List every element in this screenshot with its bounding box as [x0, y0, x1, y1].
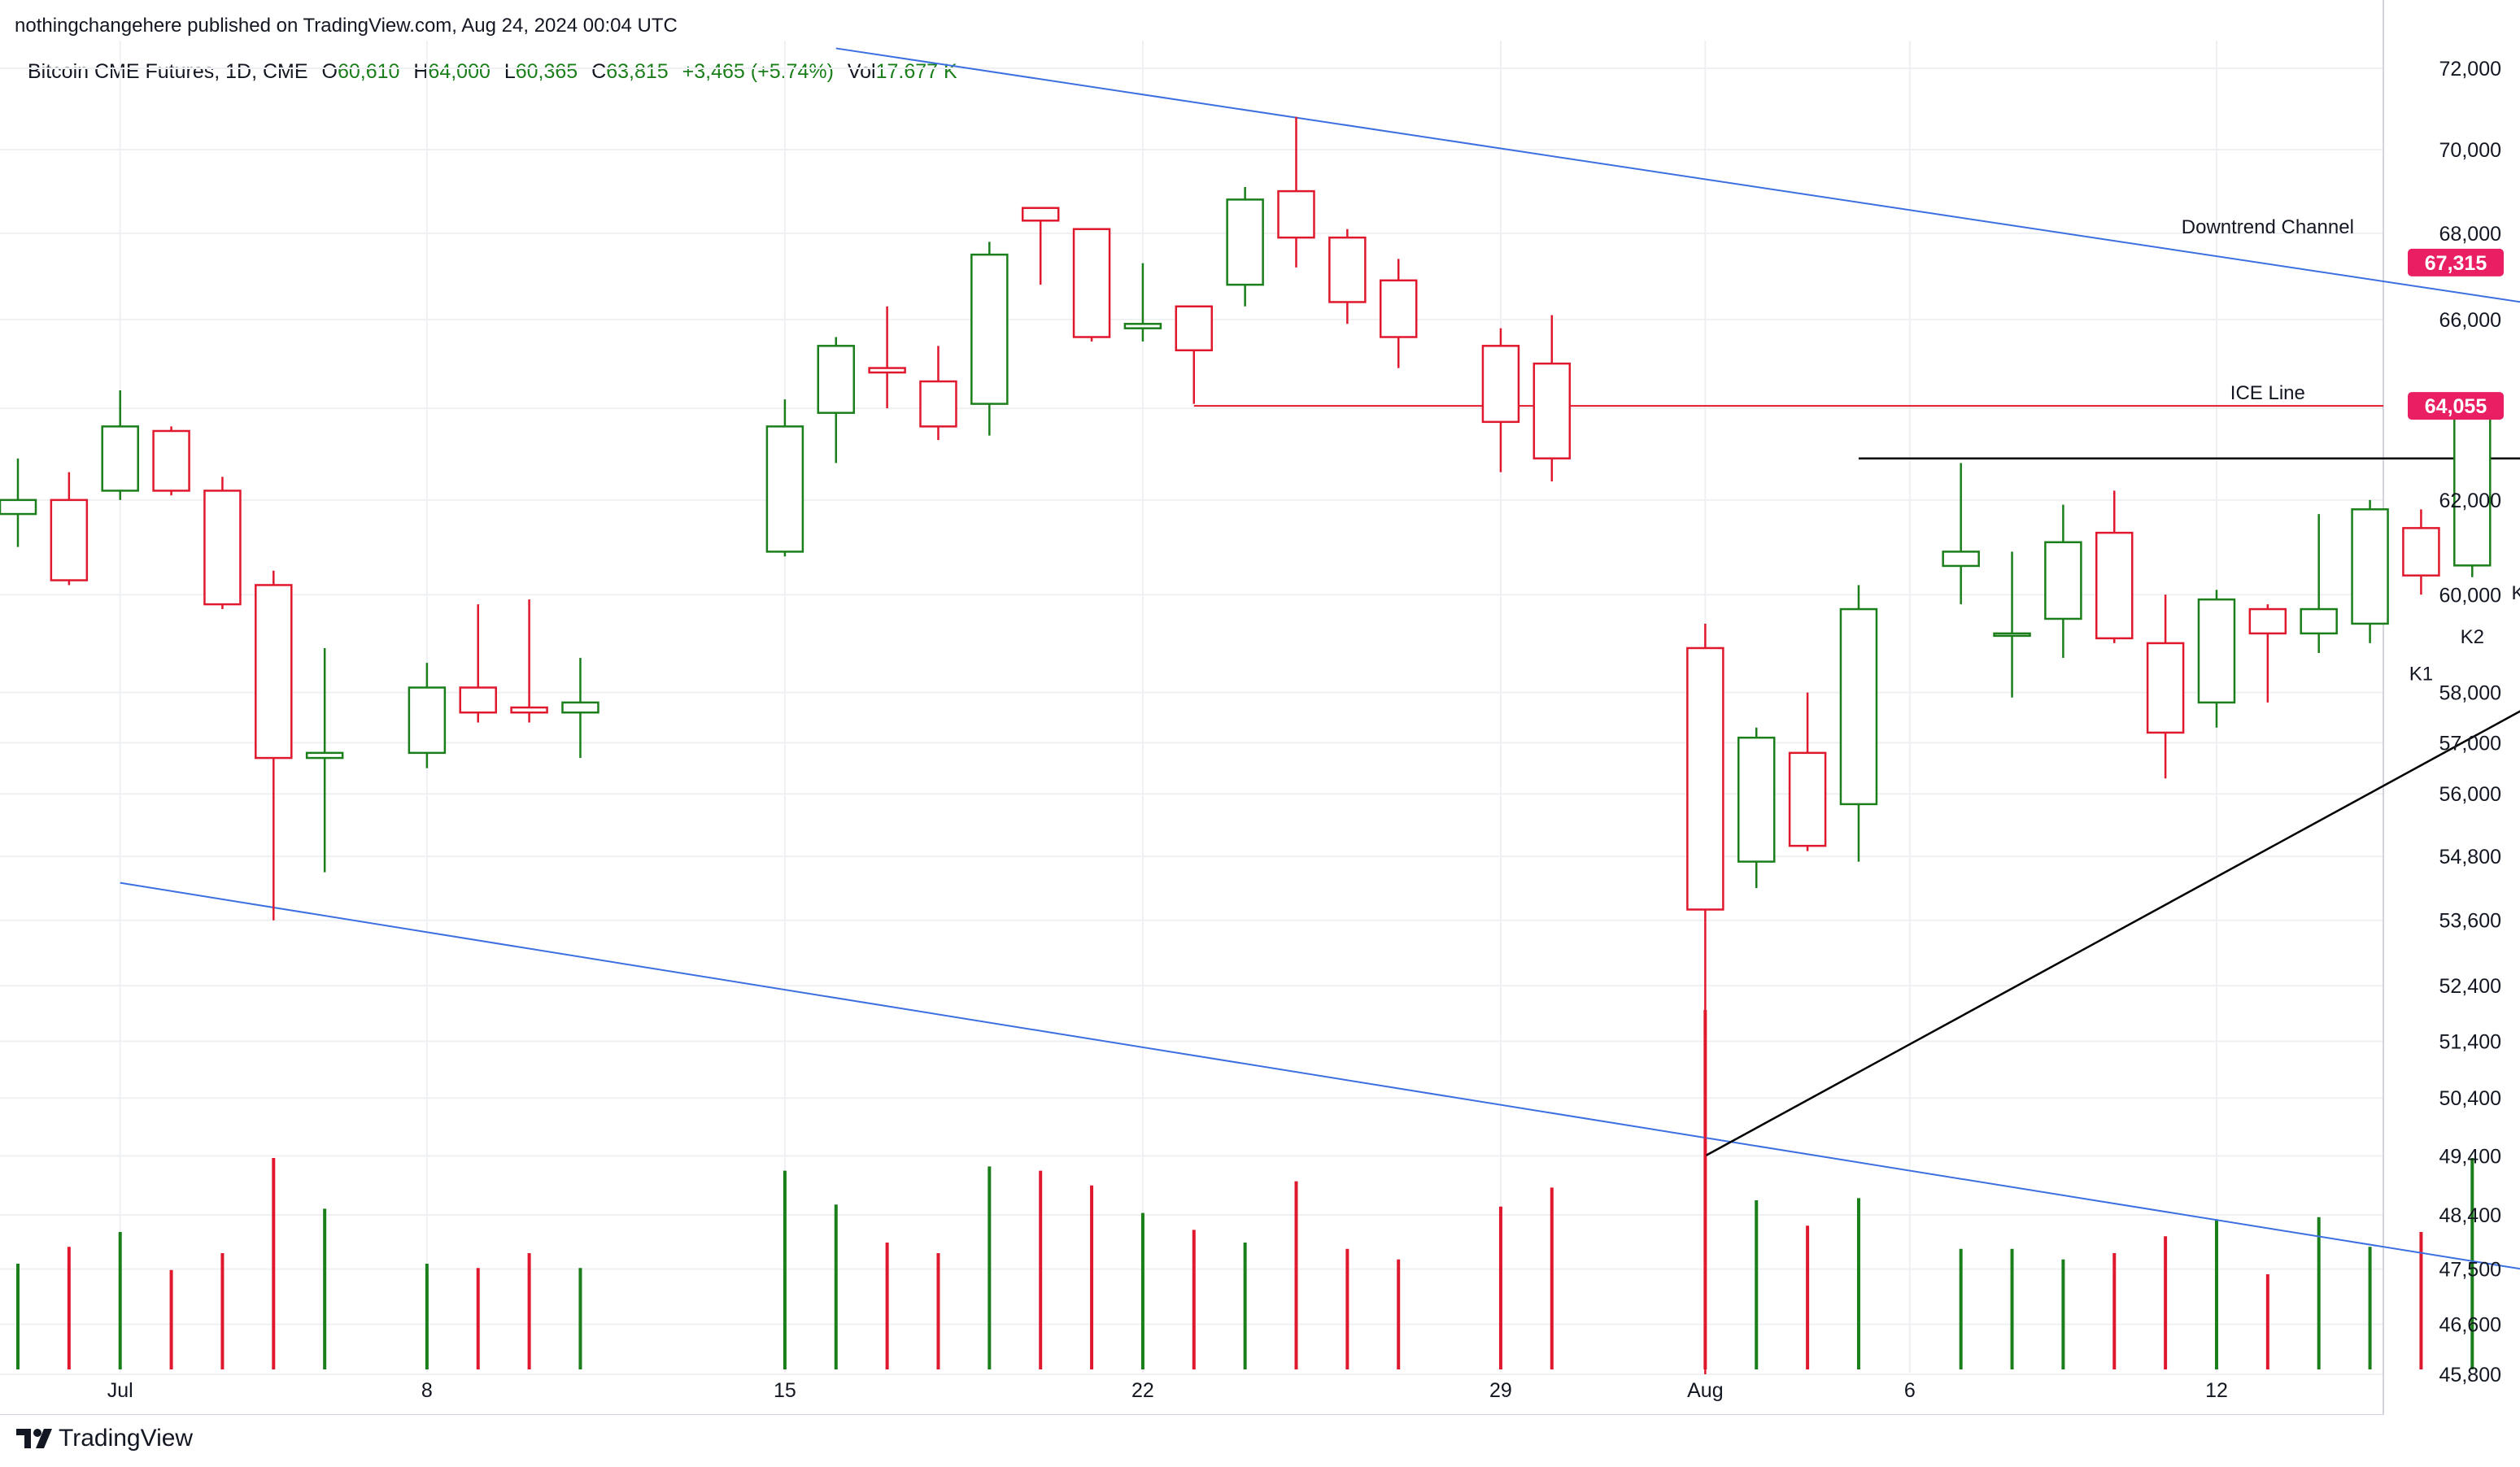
annotation-k2: K2: [2461, 626, 2484, 648]
x-tick-label: 8: [421, 1379, 433, 1402]
x-tick-label: 22: [1131, 1379, 1154, 1402]
candle-body: [2351, 508, 2389, 625]
candle-body: [1737, 736, 1776, 863]
tradingview-logo-icon: [16, 1429, 52, 1448]
price-tag-box: [2408, 392, 2504, 420]
close-label: C: [591, 60, 607, 83]
x-tick-label: 15: [774, 1379, 796, 1402]
x-tick-label: 12: [2205, 1379, 2228, 1402]
candle-body: [203, 490, 242, 606]
x-tick-label: 6: [1904, 1379, 1916, 1402]
candle-body: [970, 253, 1009, 405]
candle-body: [255, 584, 293, 760]
candle-body: [561, 701, 599, 714]
candle-body: [1072, 228, 1111, 338]
candle-body: [152, 429, 190, 492]
y-tick-label: 60,000: [2439, 584, 2501, 607]
y-tick-label: 45,800: [2439, 1364, 2501, 1386]
candle-body: [2095, 531, 2134, 640]
candle-body: [1226, 198, 1264, 286]
candle-body: [765, 425, 804, 553]
y-tick-label: 51,400: [2439, 1030, 2501, 1053]
y-tick-label: 56,000: [2439, 783, 2501, 806]
candle-body: [2197, 598, 2236, 704]
candle-body: [2402, 527, 2440, 577]
channel-lower-line: [120, 882, 2520, 1270]
y-tick-label: 68,000: [2439, 223, 2501, 246]
tradingview-logo[interactable]: TradingView: [16, 1425, 193, 1452]
x-tick-label: 29: [1489, 1379, 1512, 1402]
y-tick-label: 53,600: [2439, 910, 2501, 933]
candle-body: [1686, 646, 1724, 911]
candle-body: [50, 498, 89, 581]
candle-body: [1839, 607, 1878, 806]
vol-label: Vol: [847, 60, 876, 83]
candle-body: [1532, 362, 1572, 459]
candle-body: [919, 380, 957, 428]
x-tick-label: Aug: [1687, 1379, 1723, 1402]
candle-body: [408, 686, 447, 755]
y-tick-label: 72,000: [2439, 58, 2501, 81]
y-tick-label: 66,000: [2439, 309, 2501, 332]
triangle-support-line: [1704, 710, 2520, 1157]
y-tick-label: 54,800: [2439, 846, 2501, 868]
y-tick-label: 52,400: [2439, 975, 2501, 998]
candle-body: [1993, 632, 2031, 638]
y-tick-label: 50,400: [2439, 1087, 2501, 1110]
candle-body: [1481, 345, 1520, 424]
candle-body: [1328, 236, 1367, 303]
price-tag-label: 64,055: [2425, 395, 2487, 418]
open-label: O: [321, 60, 338, 83]
y-tick-label: 46,600: [2439, 1314, 2501, 1337]
annotation-downtrend-channel: Downtrend Channel: [2182, 216, 2354, 238]
candle-body: [817, 345, 856, 414]
candle-body: [1788, 751, 1827, 847]
publisher-line: nothingchangehere published on TradingVi…: [15, 15, 678, 37]
y-tick-label: 47,500: [2439, 1259, 2501, 1282]
open-value: 60,610: [337, 60, 400, 83]
candle-body: [1123, 323, 1162, 329]
low-label: L: [504, 60, 516, 83]
x-tick-label: Jul: [107, 1379, 133, 1402]
candle-body: [1021, 207, 1060, 222]
candle-body: [2300, 607, 2338, 635]
y-tick-label: 58,000: [2439, 682, 2501, 705]
candle-body: [101, 425, 139, 492]
y-tick-label: 70,000: [2439, 139, 2501, 162]
candle-body: [1379, 279, 1418, 338]
annotation-k1: K1: [2409, 663, 2433, 685]
high-label: H: [413, 60, 429, 83]
change-value: +3,465 (+5.74%): [682, 60, 834, 83]
ohlc-legend: Bitcoin CME Futures, 1D, CME O60,610 H64…: [28, 60, 957, 84]
low-value: 60,365: [515, 60, 578, 83]
y-tick-label: 57,000: [2439, 732, 2501, 755]
candle-body: [459, 686, 497, 714]
y-tick-label: 48,400: [2439, 1204, 2501, 1227]
candle-body: [868, 367, 906, 374]
annotation-k3: K3: [2511, 582, 2520, 604]
candle-body: [2044, 541, 2082, 620]
legend-symbol[interactable]: Bitcoin CME Futures, 1D, CME: [28, 60, 308, 83]
candle-body: [1942, 551, 1980, 568]
candle-body: [0, 498, 37, 516]
candle-body: [1277, 189, 1315, 239]
candle-body: [1175, 305, 1214, 352]
candle-body: [2453, 416, 2492, 567]
candle-body: [2146, 642, 2185, 734]
close-value: 63,815: [606, 60, 669, 83]
candle-body: [2248, 607, 2287, 635]
price-tag-label: 67,315: [2425, 252, 2487, 275]
annotation-ice-line: ICE Line: [2230, 382, 2305, 404]
price-tag-box: [2408, 248, 2504, 276]
channel-upper-line: [835, 47, 2520, 303]
candle-body: [305, 751, 344, 760]
tradingview-brand: TradingView: [59, 1425, 194, 1452]
high-value: 64,000: [428, 60, 490, 83]
y-tick-label: 62,000: [2439, 490, 2501, 512]
y-tick-label: 49,400: [2439, 1145, 2501, 1168]
candle-body: [510, 706, 548, 714]
